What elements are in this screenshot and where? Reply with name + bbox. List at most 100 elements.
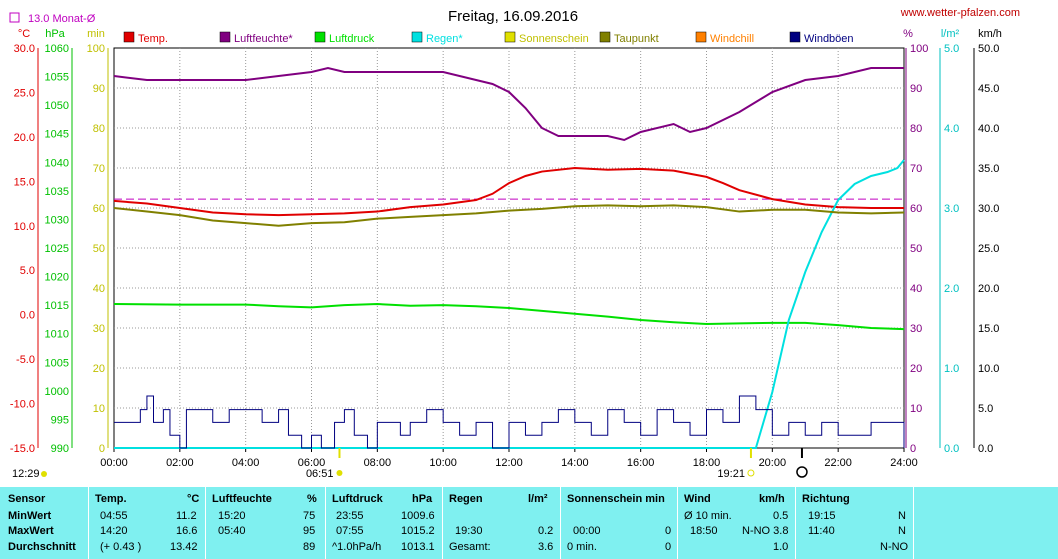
legend-label: Temp. <box>138 33 168 45</box>
sunset-label: 19:21 <box>717 468 745 480</box>
x-tick-label: 20:00 <box>759 457 787 469</box>
pressure-axis-unit: hPa <box>45 28 65 40</box>
monthly-avg-icon <box>9 12 20 23</box>
legend-label: Luftfeuchte* <box>234 33 293 45</box>
x-tick-label: 00:00 <box>100 457 128 469</box>
weather-chart: 00:00 02:00 04:00 06:00 08:00 10:00 12:00 14:00… <box>9 7 1020 480</box>
pressure-tick-label: 1030 <box>45 214 69 226</box>
temp-tick-label: -5.0 <box>16 354 35 366</box>
temp-tick-label: 5.0 <box>20 265 35 277</box>
rain-tick-label: 4.0 <box>944 123 959 135</box>
minutes-tick-label: 10 <box>93 403 105 415</box>
statistics-table: Sensor Temp. °C Luftfeuchte % Luftdruck … <box>0 487 1058 559</box>
humidity-tick-label: 0 <box>910 443 916 455</box>
legend-swatch <box>504 31 516 43</box>
sun-icon <box>747 469 755 477</box>
wind-tick-label: 45.0 <box>978 83 999 95</box>
minutes-tick-label: 60 <box>93 203 105 215</box>
humidity-tick-label: 100 <box>910 43 928 55</box>
legend-swatch <box>789 31 801 43</box>
header-humidity: Luftfeuchte <box>212 493 272 505</box>
sunrise-label: 06:51 <box>306 468 334 480</box>
max-sunshine-time: 00:00 <box>573 525 601 537</box>
pressure-tick-label: 1020 <box>45 272 69 284</box>
x-tick-label: 12:00 <box>495 457 523 469</box>
moonrise-label: 12:29 <box>12 468 40 480</box>
pressure-tick-label: 1035 <box>45 186 69 198</box>
min-direction-value: N <box>898 510 906 522</box>
wind-tick-label: 5.0 <box>978 403 993 415</box>
header-temp: Temp. <box>95 493 127 505</box>
wind-tick-label: 10.0 <box>978 363 999 375</box>
wind-avg-value: 0.5 <box>773 510 789 522</box>
header-pressure: Luftdruck <box>332 493 383 505</box>
max-direction-value: N <box>898 525 906 537</box>
minutes-tick-label: 30 <box>93 323 105 335</box>
legend-swatch <box>599 31 611 43</box>
wind-tick-label: 50.0 <box>978 43 999 55</box>
x-tick-label: 02:00 <box>166 457 194 469</box>
avg-humidity-value: 89 <box>303 541 316 553</box>
x-tick-label: 24:00 <box>890 457 918 469</box>
min-pressure-value: 1009.6 <box>401 510 435 522</box>
series-line <box>113 66 904 142</box>
total-rain-label: Gesamt: <box>449 541 491 553</box>
legend-swatch <box>695 31 707 43</box>
max-wind-time: 18:50 <box>690 525 718 537</box>
min-humidity-value: 75 <box>303 510 316 522</box>
header-pressure-unit: hPa <box>412 493 433 505</box>
header-temp-unit: °C <box>187 493 200 505</box>
max-rain-value: 0.2 <box>538 525 554 537</box>
legend-label: Taupunkt <box>614 33 659 45</box>
x-tick-label: 22:00 <box>824 457 852 469</box>
moon-phase-icon <box>796 466 808 478</box>
humidity-tick-label: 70 <box>910 163 922 175</box>
temp-tick-label: 0.0 <box>20 310 35 322</box>
temp-tick-label: 25.0 <box>14 87 35 99</box>
x-tick-label: 08:00 <box>364 457 392 469</box>
pressure-tick-label: 1025 <box>45 243 69 255</box>
max-sunshine-value: 0 <box>665 525 672 537</box>
legend-swatch <box>314 31 326 43</box>
header-direction: Richtung <box>802 493 850 505</box>
legend-swatch <box>411 31 423 43</box>
pressure-tick-label: 1010 <box>45 329 69 341</box>
row-label-max: MaxWert <box>8 525 54 537</box>
pressure-tick-label: 1050 <box>45 100 69 112</box>
humidity-tick-label: 10 <box>910 403 922 415</box>
temp-tick-label: 15.0 <box>14 176 35 188</box>
series-line <box>114 159 905 449</box>
legend-label: Windchill <box>710 33 754 45</box>
humidity-tick-label: 20 <box>910 363 922 375</box>
humidity-tick-label: 80 <box>910 123 922 135</box>
temp-axis-unit: °C <box>18 28 30 40</box>
pressure-tick-label: 1060 <box>45 43 69 55</box>
wind-tick-label: 20.0 <box>978 283 999 295</box>
max-humidity-value: 95 <box>303 525 316 537</box>
row-label-min: MinWert <box>8 510 52 522</box>
x-tick-label: 14:00 <box>561 457 589 469</box>
max-humidity-time: 05:40 <box>218 525 246 537</box>
min-pressure-time: 23:55 <box>336 510 364 522</box>
moon-icon <box>41 471 47 477</box>
legend-swatch <box>219 31 231 43</box>
temp-tick-label: 10.0 <box>14 221 35 233</box>
header-wind: Wind <box>684 493 711 505</box>
min-direction-time: 19:15 <box>808 510 836 522</box>
rain-tick-label: 5.0 <box>944 43 959 55</box>
rain-tick-label: 0.0 <box>944 443 959 455</box>
minutes-tick-label: 90 <box>93 83 105 95</box>
row-label-avg: Durchschnitt <box>8 541 76 553</box>
x-tick-label: 06:00 <box>298 457 326 469</box>
humidity-tick-label: 40 <box>910 283 922 295</box>
minutes-axis-unit: min <box>87 28 105 40</box>
header-sensor: Sensor <box>8 493 46 505</box>
x-tick-label: 04:00 <box>232 457 260 469</box>
wind-tick-label: 15.0 <box>978 323 999 335</box>
humidity-axis-unit: % <box>903 28 913 40</box>
pressure-tick-label: 990 <box>51 443 69 455</box>
max-wind-value: N-NO 3.8 <box>742 525 789 537</box>
humidity-tick-label: 30 <box>910 323 922 335</box>
header-wind-unit: km/h <box>759 493 785 505</box>
wind-avg-label: Ø 10 min. <box>684 510 732 522</box>
